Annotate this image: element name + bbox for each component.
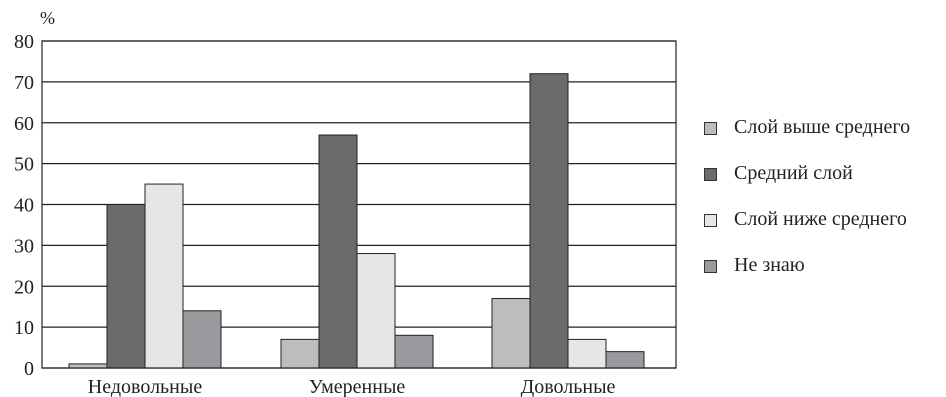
bar xyxy=(182,310,222,369)
x-category-labels: Недовольные Умеренные Довольные xyxy=(88,376,616,397)
bar xyxy=(318,134,358,369)
legend-label: Не знаю xyxy=(734,254,805,276)
bar xyxy=(144,183,184,369)
legend-swatch xyxy=(704,122,717,135)
y-tick-labels: 0 10 20 30 40 50 60 70 80 xyxy=(14,31,34,380)
legend-swatch xyxy=(704,260,717,273)
legend-item: Средний слой xyxy=(704,162,944,184)
bar xyxy=(491,298,531,369)
y-tick-label: 80 xyxy=(14,31,34,53)
legend-swatch xyxy=(704,214,717,227)
x-category-label: Недовольные xyxy=(88,376,203,397)
y-tick-label: 30 xyxy=(14,235,34,257)
legend-item: Слой ниже среднего xyxy=(704,208,944,230)
bar xyxy=(394,334,434,369)
legend-label: Слой ниже среднего xyxy=(734,208,907,230)
bar xyxy=(529,73,569,369)
y-axis-unit-label: % xyxy=(40,8,55,28)
legend: Слой выше среднего Средний слой Слой ниже … xyxy=(704,116,944,302)
y-tick-label: 50 xyxy=(14,154,34,176)
bar xyxy=(106,204,146,369)
y-tick-label: 70 xyxy=(14,72,34,94)
bar xyxy=(356,253,396,369)
bar xyxy=(68,363,108,369)
bars xyxy=(68,73,645,369)
legend-item: Слой выше среднего xyxy=(704,116,944,138)
legend-item: Не знаю xyxy=(704,254,944,276)
bar xyxy=(605,351,645,369)
y-tick-label: 60 xyxy=(14,113,34,135)
y-tick-label: 0 xyxy=(24,358,34,380)
bar xyxy=(567,338,607,369)
y-tick-label: 20 xyxy=(14,276,34,298)
bar xyxy=(280,338,320,369)
plot-frame xyxy=(41,40,677,369)
legend-label: Средний слой xyxy=(734,162,853,184)
x-category-label: Довольные xyxy=(521,376,616,397)
legend-label: Слой выше среднего xyxy=(734,116,911,138)
y-tick-label: 10 xyxy=(14,317,34,339)
y-tick-label: 40 xyxy=(14,195,34,217)
x-category-label: Умеренные xyxy=(309,376,406,397)
legend-swatch xyxy=(704,168,717,181)
